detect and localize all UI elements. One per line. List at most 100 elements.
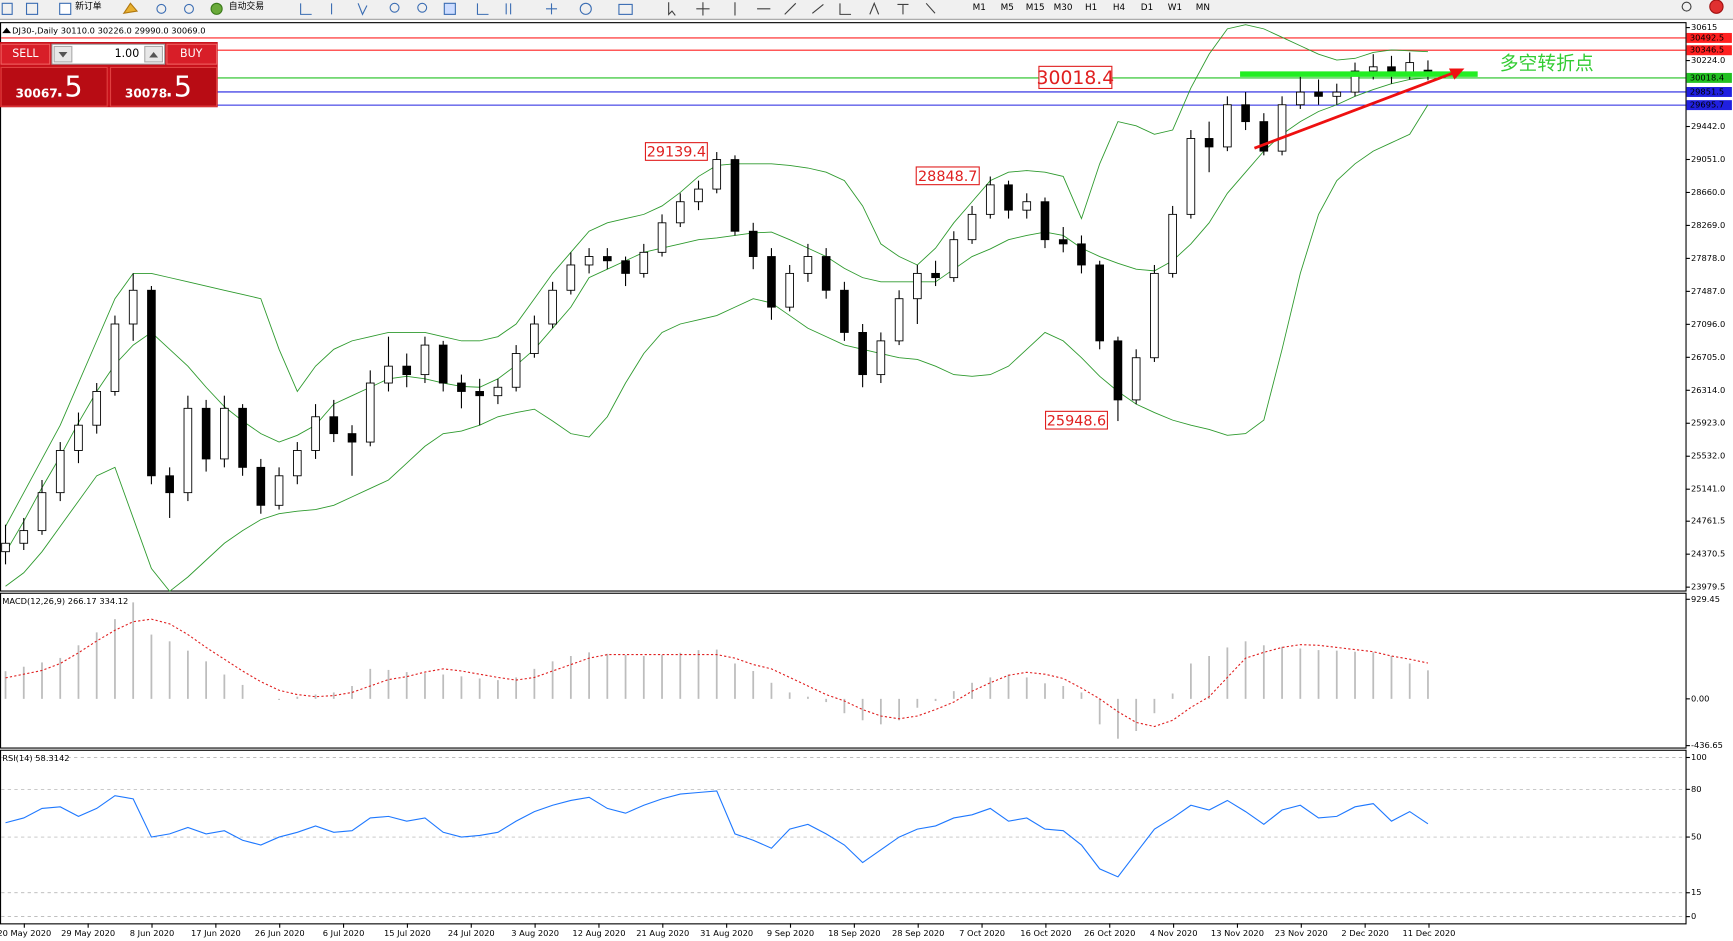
candle-body (347, 433, 357, 443)
candle-body (55, 450, 65, 494)
timeframe-button[interactable]: M15 (1026, 3, 1045, 13)
icon (1, 2, 13, 15)
candle-body (657, 222, 667, 253)
timeframe-button[interactable]: M1 (973, 3, 986, 13)
sell-button[interactable] (0, 43, 51, 65)
timeframe-button[interactable]: M5 (1001, 3, 1014, 13)
candle-body (493, 386, 503, 397)
sell-pips: .5 (55, 69, 82, 103)
candle-body (457, 382, 466, 392)
y-tick-label: 929.45 (1691, 594, 1720, 604)
chart-header: DJ30-,Daily 30110.0 30226.0 29990.0 3006… (12, 25, 205, 35)
icon (300, 3, 368, 16)
timeframe-button[interactable]: D1 (1141, 3, 1153, 13)
y-tick-label: 100 (1691, 752, 1707, 762)
timeframe-button[interactable]: H4 (1113, 3, 1126, 13)
y-tick-label: 27487.0 (1691, 286, 1725, 296)
candle-body (19, 530, 29, 544)
candle-body (1077, 243, 1086, 266)
icon (184, 3, 194, 14)
y-tick-label: 29051.0 (1691, 154, 1725, 164)
candle-body (37, 492, 47, 532)
candle-body (1, 542, 10, 553)
lots-input[interactable] (51, 43, 166, 65)
trade-panel: SELL 1.00 BUY 30067 .5 30078 .5 (0, 42, 218, 108)
candle-body (1040, 201, 1050, 241)
candle-body (384, 365, 393, 384)
timeframe-button[interactable]: MN (1196, 3, 1210, 13)
auto-trading-button[interactable]: 自动交易 (229, 0, 264, 12)
search-icon[interactable] (1681, 1, 1692, 12)
candle-body (1368, 66, 1378, 72)
x-tick-label: 17 Jun 2020 (191, 928, 241, 938)
annotation-label: 29139.4 (647, 145, 706, 161)
candle-body (530, 323, 539, 354)
x-tick-label: 4 Nov 2020 (1150, 928, 1198, 938)
price-level-label: 29695.7 (1690, 100, 1724, 110)
toolbar-icons (1, 0, 1724, 16)
candle-body (329, 416, 339, 435)
y-tick-label: 27878.0 (1691, 253, 1725, 263)
new-order-button[interactable]: 新订单 (75, 0, 102, 12)
candle-body (165, 475, 174, 494)
candle-body (92, 391, 102, 426)
candle-body (876, 340, 886, 376)
new-order-icon[interactable] (59, 2, 72, 15)
buy-price-box[interactable] (109, 66, 218, 107)
x-tick-label: 20 May 2020 (0, 928, 51, 938)
alert-icon[interactable] (1709, 0, 1724, 14)
sell-price-box[interactable] (0, 66, 108, 107)
annotation-label: 28848.7 (918, 169, 977, 185)
annotation-box (1038, 65, 1113, 90)
candle-body (767, 256, 776, 308)
candle-body (949, 239, 959, 279)
x-tick-label: 11 Dec 2020 (1403, 928, 1456, 938)
buy-pips: .5 (165, 69, 192, 103)
timeframe-button[interactable]: M30 (1054, 3, 1073, 13)
y-tick-label: 28269.0 (1691, 220, 1725, 230)
candle-body (475, 391, 484, 397)
zoom-out[interactable] (417, 2, 428, 13)
x-tick-label: 23 Nov 2020 (1275, 928, 1328, 938)
timeframe-button[interactable]: W1 (1168, 3, 1182, 13)
zoom-in[interactable] (389, 2, 400, 13)
auto-trading-icon[interactable] (210, 2, 223, 15)
price-level-tag (1686, 72, 1732, 83)
candle-body (1223, 104, 1232, 148)
y-tick-label: 26705.0 (1691, 352, 1725, 362)
x-tick-label: 21 Aug 2020 (636, 928, 689, 938)
y-tick-label: 25923.0 (1691, 418, 1725, 428)
icon (156, 3, 167, 14)
candle-body (584, 256, 594, 266)
candle-body (730, 159, 740, 232)
x-tick-label: 6 Jul 2020 (323, 928, 365, 938)
buy-button[interactable] (166, 43, 218, 65)
y-tick-label: 27096.0 (1691, 319, 1725, 329)
x-tick-label: 28 Sep 2020 (892, 928, 944, 938)
trend-arrow-head (1448, 68, 1465, 80)
x-tick-label: 2 Dec 2020 (1341, 928, 1389, 938)
pivot-note: 多空转折点 (1500, 53, 1594, 75)
candle-body (566, 264, 576, 291)
arrow (149, 51, 159, 58)
candle-body (147, 289, 156, 477)
candle-body (712, 159, 722, 190)
timeframe-button[interactable]: H1 (1085, 3, 1097, 13)
bollinger-lower (5, 104, 1429, 592)
sell-price: 30067 (15, 86, 57, 100)
candle-body (238, 407, 247, 468)
candle-body (785, 272, 794, 308)
candle-body (548, 289, 557, 325)
y-tick-label: 50 (1691, 832, 1702, 842)
icon (579, 2, 592, 15)
y-tick-label: 0.00 (1691, 693, 1709, 703)
candle-body (1004, 184, 1013, 211)
candle-body (985, 184, 995, 215)
y-tick-label: 25532.0 (1691, 451, 1725, 461)
candle-body (803, 256, 813, 274)
price-level-tag (1686, 45, 1732, 56)
candle-body (1095, 264, 1105, 342)
candle-body (931, 272, 940, 279)
rsi-line (5, 790, 1429, 878)
